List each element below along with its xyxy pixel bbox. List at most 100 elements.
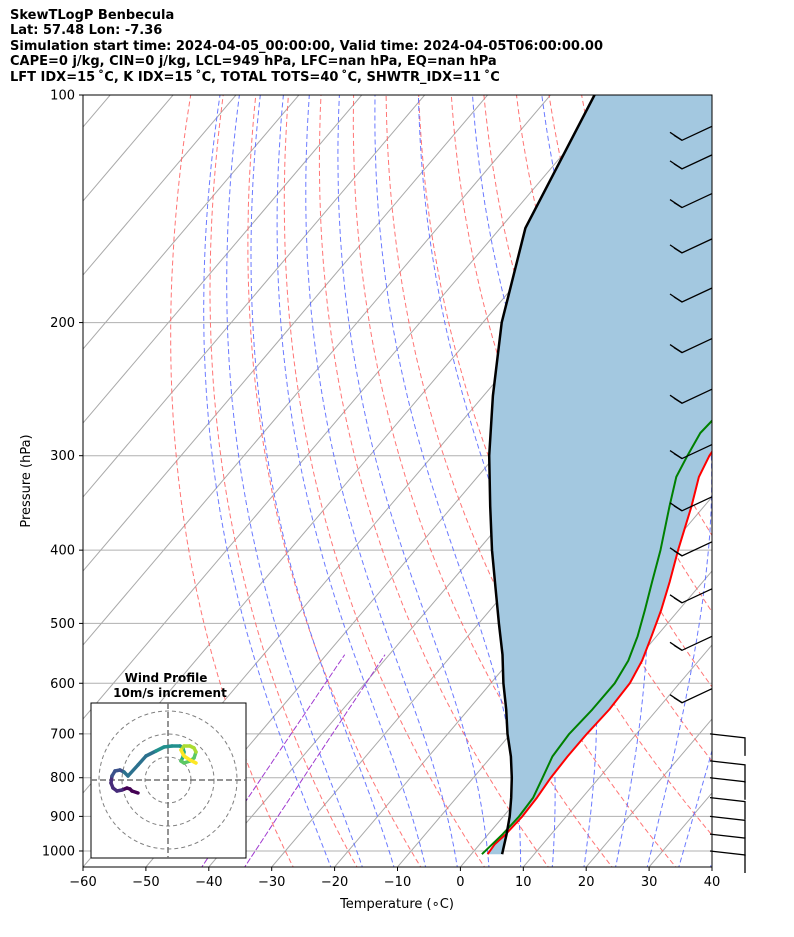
wind-barb-staff <box>669 635 713 652</box>
moist-adiabat-line <box>226 95 363 867</box>
simulation-times: Simulation start time: 2024-04-05_00:00:… <box>10 38 603 54</box>
isotherm-line <box>83 95 615 720</box>
plot-area <box>83 60 794 882</box>
y-tick-label: 200 <box>50 316 75 331</box>
wind-barb-flag <box>673 296 683 303</box>
wind-barb-flag <box>673 397 683 404</box>
wind-barb-staff <box>709 833 746 857</box>
moist-adiabat-line <box>678 749 712 867</box>
hodograph-segment <box>188 758 198 765</box>
isotherm-line <box>522 644 712 867</box>
moist-adiabat-line <box>709 860 712 867</box>
y-tick-label: 800 <box>50 771 75 786</box>
wind-barb-staff <box>709 796 746 820</box>
chart-header: SkewTLogP Benbecula Lat: 57.48 Lon: -7.3… <box>10 8 603 85</box>
isotherm-line <box>83 95 489 572</box>
moist-adiabat-line <box>305 95 458 867</box>
wind-barb <box>669 588 713 604</box>
isotherm-line <box>83 95 363 424</box>
dry-adiabat-line <box>209 95 358 867</box>
isotherm-line <box>145 200 712 867</box>
wind-barb <box>669 688 713 704</box>
y-tick-label: 600 <box>50 677 75 692</box>
wind-barb <box>709 850 746 873</box>
wind-barb <box>669 238 713 254</box>
x-tick-label: 30 <box>641 875 658 890</box>
inset-subtitle: 10m/s increment <box>113 686 227 700</box>
index-parameters: LFT IDX=15 ˚C, K IDX=15 ˚C, TOTAL TOTS=4… <box>10 69 500 85</box>
x-tick-label: 40 <box>704 875 721 890</box>
wind-barb <box>709 777 746 800</box>
moist-adiabat-line <box>250 95 395 867</box>
isotherm-line <box>711 866 712 867</box>
isotherm-line <box>762 60 794 882</box>
wind-barb <box>709 733 746 756</box>
wind-barb <box>669 338 713 354</box>
x-tick-label: −20 <box>321 875 348 890</box>
dry-adiabat-line <box>771 78 794 870</box>
mixing-ratio-line <box>244 654 386 867</box>
wind-barb-flag <box>673 550 683 557</box>
x-tick-label: 20 <box>578 875 595 890</box>
wind-barb <box>669 287 713 303</box>
wind-barb <box>669 635 713 652</box>
wind-barb-flag <box>673 201 683 209</box>
wind-barb-flag <box>673 347 683 354</box>
wind-barb-staff <box>669 688 713 704</box>
y-tick-label: 100 <box>50 89 75 104</box>
wind-barb-staff <box>709 777 746 800</box>
hodograph-segment <box>144 749 158 758</box>
chart-title: SkewTLogP Benbecula <box>10 8 175 23</box>
x-tick-label: −40 <box>195 875 222 890</box>
x-tick-label: 10 <box>515 875 532 890</box>
wind-barb-flag <box>673 453 683 460</box>
x-tick-label: −30 <box>258 875 285 890</box>
wind-barb <box>669 388 713 404</box>
axis-ticks: −60 −50 −40 −30 −20 −10 0 10 20 30 40 1000 900 800 700… <box>42 89 720 891</box>
wind-barb <box>669 443 713 460</box>
y-tick-label: 400 <box>50 544 75 559</box>
wind-barb-flag <box>673 697 683 704</box>
moist-adiabat-line <box>337 95 490 867</box>
wind-barb-flag <box>673 163 683 170</box>
wind-barb <box>669 192 713 209</box>
hodograph-segment <box>136 754 148 767</box>
wind-barb <box>709 796 746 820</box>
moist-adiabat-line <box>203 95 332 867</box>
isotherm-line <box>396 496 712 867</box>
x-axis-label: Temperature (∘C) <box>339 897 454 912</box>
dry-adiabat-line <box>170 95 294 867</box>
wind-barb-staff <box>709 850 746 873</box>
dry-adiabat-line <box>739 78 794 870</box>
wind-barb-flag <box>673 597 683 604</box>
moist-adiabat-line <box>276 95 427 867</box>
wind-barb-flag <box>673 134 683 141</box>
wind-barb-staff <box>709 760 746 783</box>
isotherm-line <box>83 95 300 350</box>
y-tick-label: 300 <box>50 449 75 464</box>
wind-barb-staff <box>669 338 713 354</box>
wind-barb <box>709 760 746 783</box>
moist-adiabat-line <box>374 95 522 867</box>
dry-adiabat-line <box>352 95 613 867</box>
wind-barb-staff <box>669 541 713 557</box>
x-tick-label: 0 <box>456 875 464 890</box>
isotherm-line <box>83 95 552 646</box>
wind-barb <box>669 154 713 170</box>
wind-barbs <box>669 125 746 873</box>
isotherm-line <box>585 718 712 867</box>
cin-shaded-area <box>487 95 712 855</box>
stability-parameters: CAPE=0 j/kg, CIN=0 j/kg, LCL=949 hPa, LF… <box>10 54 497 70</box>
wind-profile-inset: Wind Profile 10m/s increment <box>90 671 247 859</box>
y-tick-label: 700 <box>50 727 75 742</box>
wind-barb <box>669 125 713 142</box>
wind-barb-flag <box>673 644 683 651</box>
parcel-profile-line <box>487 95 596 855</box>
y-axis-label: Pressure (hPa) <box>19 434 34 527</box>
dewpoint-profile-line <box>481 419 712 855</box>
wind-barb-staff <box>709 733 746 756</box>
inset-title: Wind Profile <box>125 671 208 685</box>
wind-barb-flag <box>673 247 683 254</box>
isotherm-line <box>83 95 237 276</box>
